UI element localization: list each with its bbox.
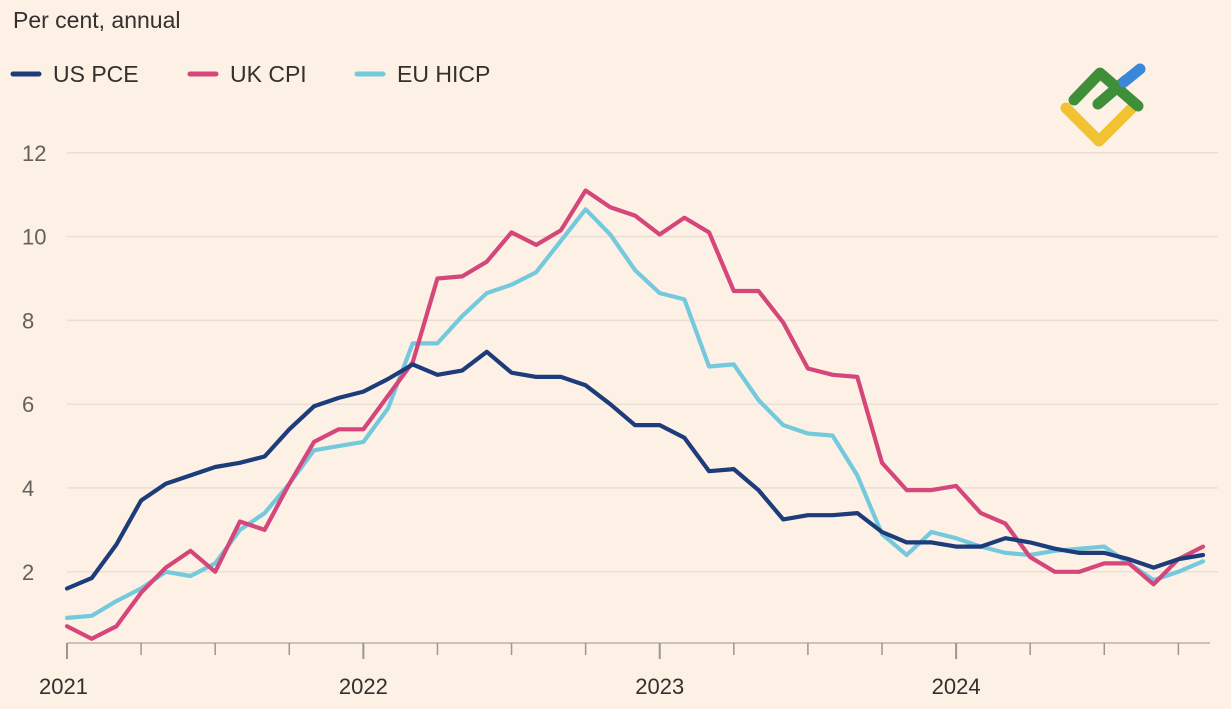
legend-label: EU HICP <box>397 61 490 87</box>
legend-label: US PCE <box>53 61 139 87</box>
legend: US PCE UK CPI EU HICP <box>10 61 490 87</box>
logo-blue-tip <box>1118 63 1146 88</box>
series-line-us-pce <box>64 349 1206 591</box>
y-tick-labels: 2 4 6 8 10 12 <box>22 141 46 585</box>
brand-logo-icon <box>1060 63 1146 147</box>
y-tick-label: 8 <box>22 308 34 333</box>
x-tick-label-2022: 2022 <box>339 674 388 699</box>
series-lines <box>64 188 1206 641</box>
x-tick-label-2024: 2024 <box>932 674 981 699</box>
legend-label: UK CPI <box>230 61 307 87</box>
x-axis: 2021 2022 2023 2024 <box>39 642 1210 699</box>
logo-yellow-chevron <box>1060 102 1138 147</box>
y-tick-label: 4 <box>22 476 34 501</box>
series-line-eu-hicp <box>64 207 1206 621</box>
legend-item-us-pce: US PCE <box>10 61 139 87</box>
y-axis-label: Per cent, annual <box>13 7 181 33</box>
gridlines <box>67 152 1218 573</box>
y-tick-label: 2 <box>22 560 34 585</box>
legend-item-uk-cpi: UK CPI <box>187 61 307 87</box>
logo-green-chevron <box>1068 67 1144 112</box>
x-tick-label-2021: 2021 <box>39 674 88 699</box>
y-tick-label: 12 <box>22 141 46 166</box>
legend-item-eu-hicp: EU HICP <box>354 61 490 87</box>
x-tick-label-2023: 2023 <box>635 674 684 699</box>
y-tick-label: 10 <box>22 225 46 250</box>
series-line-uk-cpi <box>64 188 1206 641</box>
y-tick-label: 6 <box>22 392 34 417</box>
